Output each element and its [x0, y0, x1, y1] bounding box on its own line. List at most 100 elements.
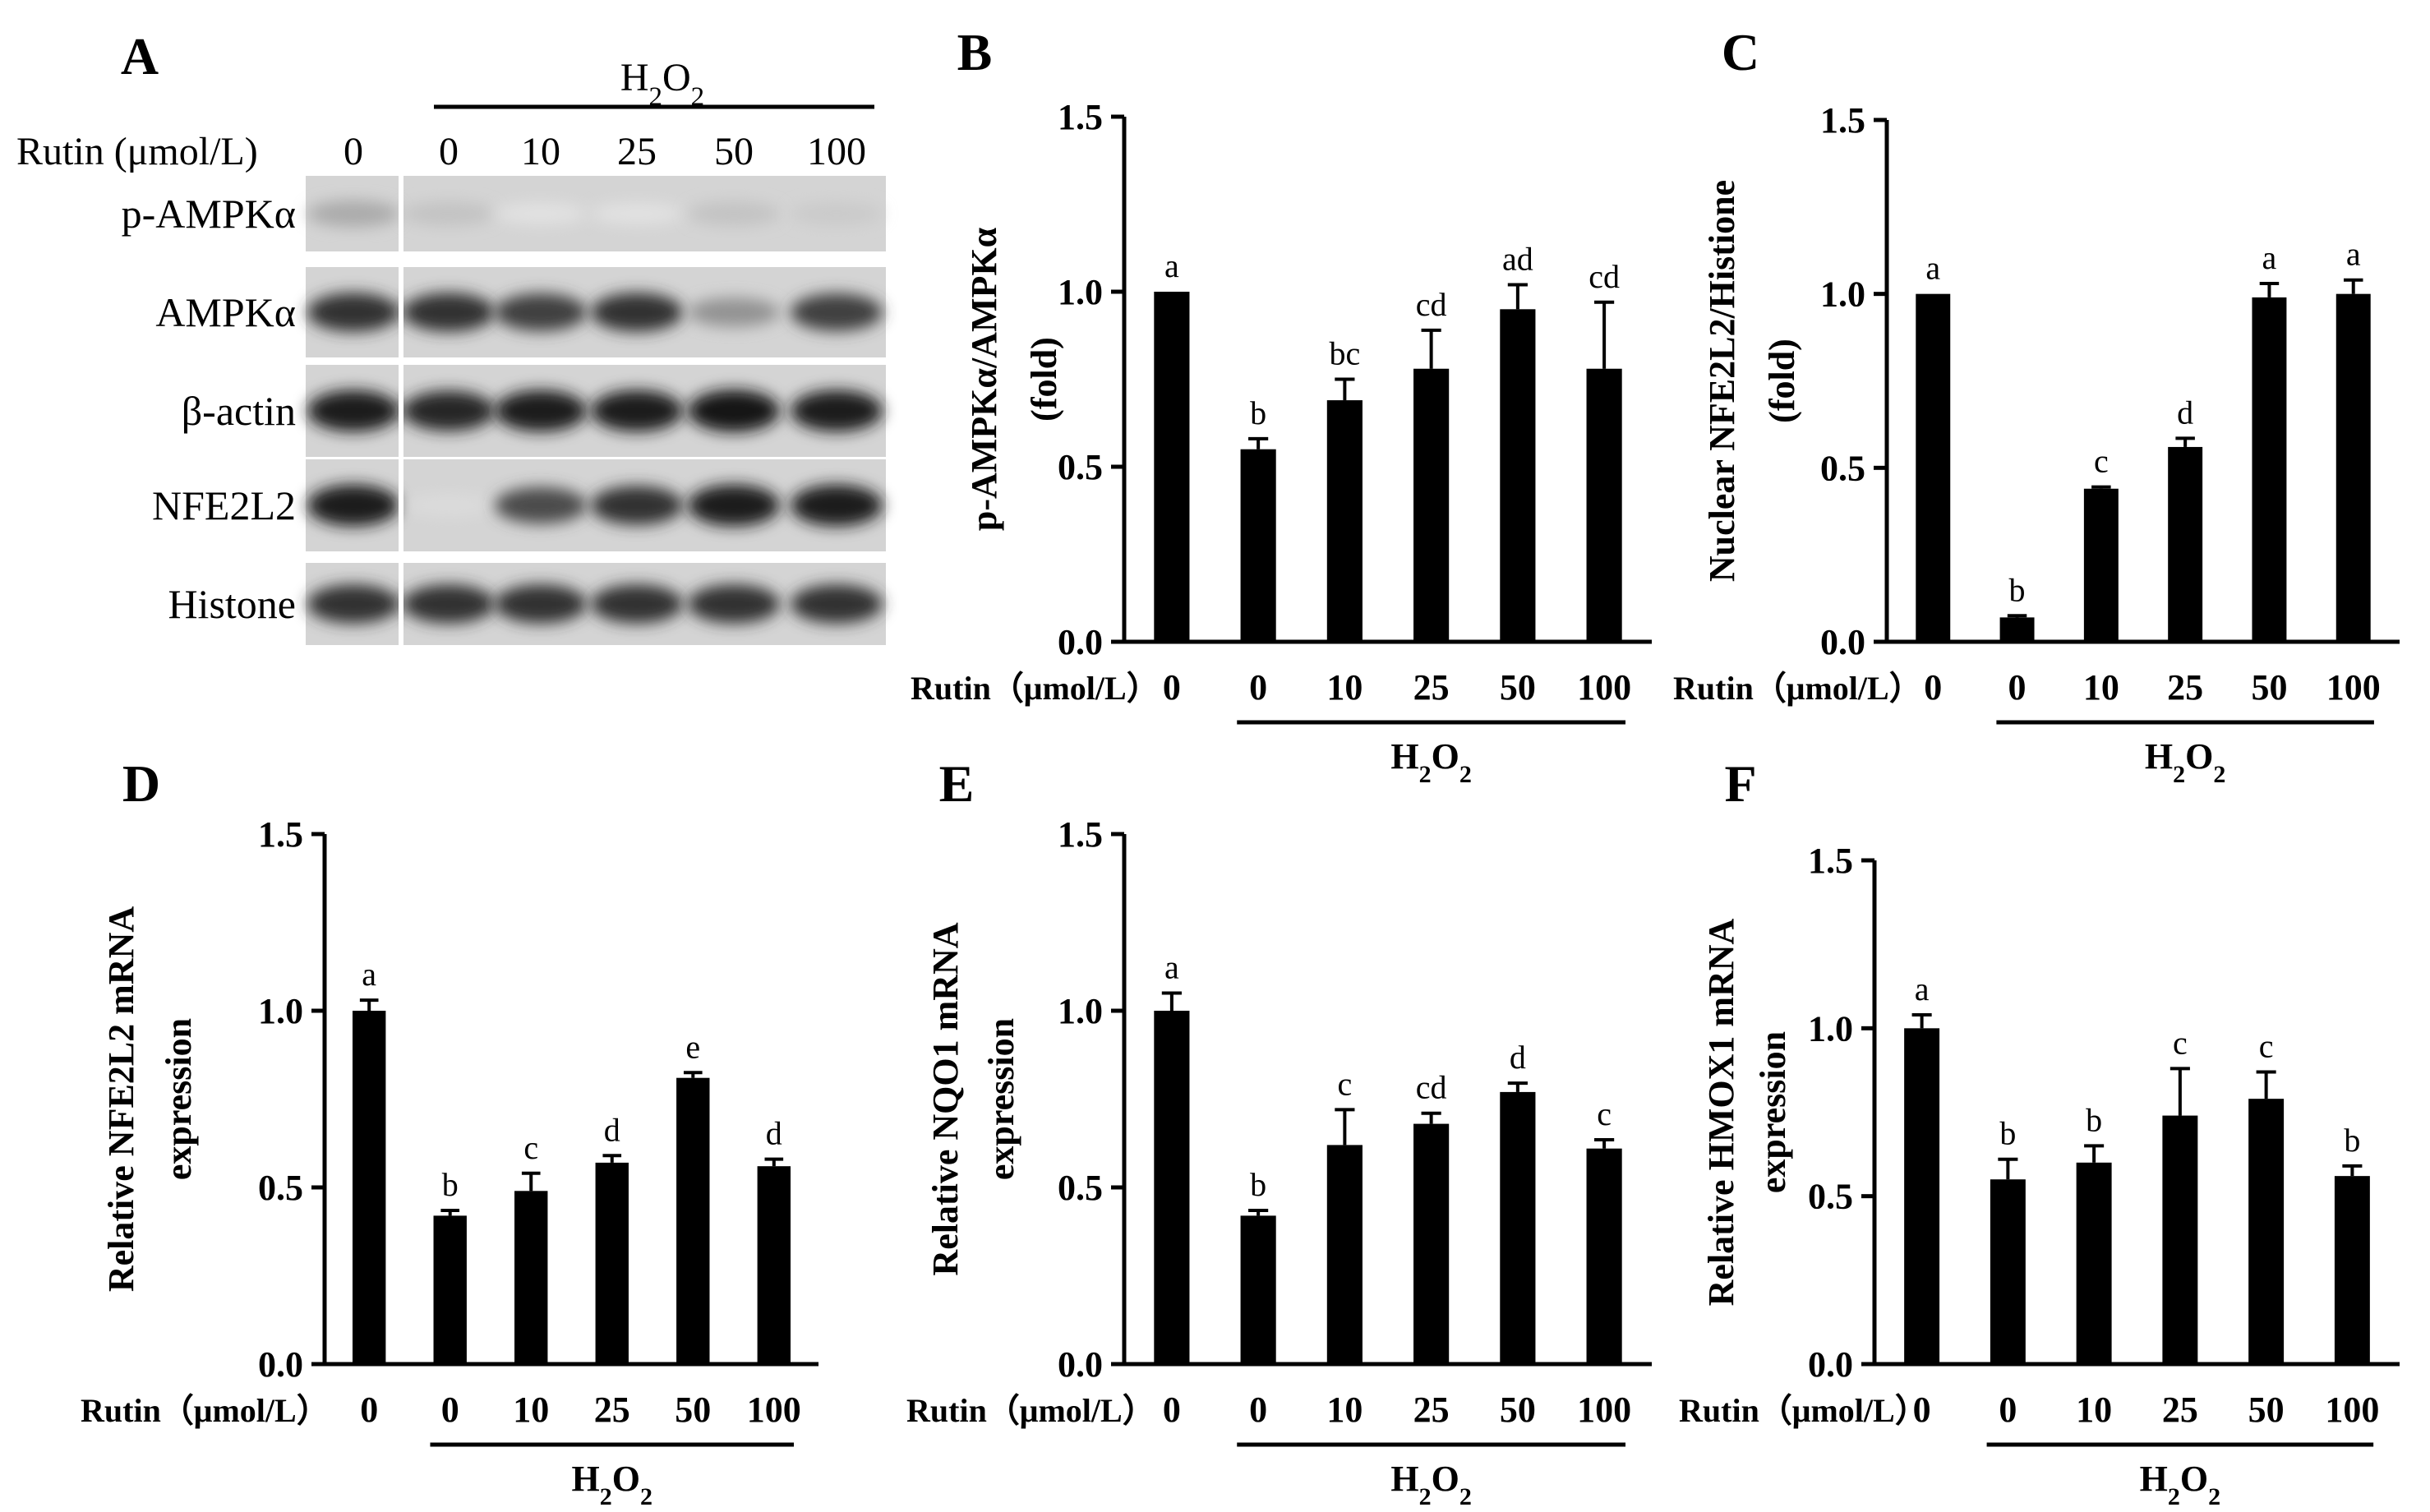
bar: [2252, 297, 2287, 642]
x-tick-label: 50: [1500, 667, 1536, 708]
significance-letter: a: [1925, 250, 1940, 287]
treatment-label: H2O2: [620, 56, 704, 112]
y-tick-label: 1.5: [1058, 814, 1103, 855]
blot-band: [495, 486, 587, 524]
y-axis-label: expression: [981, 1018, 1021, 1180]
bar: [1500, 309, 1536, 642]
significance-letter: b: [1250, 1166, 1266, 1203]
x-tick-label: 10: [2083, 667, 2119, 708]
y-tick-label: 0.0: [1808, 1344, 1853, 1385]
blot-band: [791, 293, 883, 331]
bar-chart-panels: B0.00.51.01.5p-AMPKα/AMPKα (fold)a0b0bc10…: [81, 23, 2400, 1510]
blot-band: [403, 584, 495, 624]
bar: [595, 1162, 629, 1364]
x-tick-label: 0: [2008, 667, 2027, 708]
bar: [1154, 1011, 1190, 1364]
blot-band: [403, 201, 495, 226]
blot-band: [307, 584, 399, 624]
blot-row-label: Histone: [168, 581, 296, 627]
blot-band: [591, 203, 683, 224]
blot-row-label: p-AMPKα: [122, 191, 296, 237]
blot-band: [791, 390, 883, 432]
y-tick-label: 0.5: [1808, 1177, 1853, 1217]
y-tick-label: 1.0: [1808, 1008, 1853, 1049]
x-axis-label: Rutin（μmol/L）: [906, 1392, 1155, 1429]
blot-row-label: NFE2L2: [152, 482, 296, 528]
y-axis-label: Relative NFE2L2 mRNA: [101, 906, 141, 1292]
bar: [1904, 1028, 1940, 1364]
y-tick-label: 0.5: [1820, 448, 1865, 488]
x-axis-label: Rutin（μmol/L）: [1673, 670, 1922, 707]
y-tick-label: 1.5: [258, 814, 303, 855]
blot-row-label: β-actin: [182, 388, 296, 434]
bar: [1586, 368, 1622, 642]
significance-letter: a: [1164, 247, 1179, 284]
significance-letter: b: [1250, 394, 1266, 431]
x-tick-label: 0: [1163, 667, 1181, 708]
lane-label: 0: [344, 130, 363, 173]
blot-band: [403, 494, 495, 517]
bar: [2168, 446, 2203, 642]
bar: [1413, 1123, 1450, 1364]
x-tick-label: 10: [1326, 667, 1363, 708]
y-tick-label: 1.5: [1058, 97, 1103, 137]
lane-label: 100: [807, 130, 866, 173]
rutin-label: Rutin (μmol/L): [16, 130, 258, 173]
x-tick-label: 25: [2167, 667, 2203, 708]
x-tick-label: 100: [1577, 667, 1631, 708]
bar: [1999, 617, 2035, 642]
x-tick-label: 25: [2162, 1390, 2198, 1430]
bar: [1413, 368, 1450, 642]
x-tick-label: 100: [1577, 1390, 1631, 1430]
bar: [2083, 488, 2119, 642]
x-tick-label: 0: [1249, 667, 1267, 708]
significance-letter: a: [2262, 239, 2277, 276]
blot-band: [688, 297, 780, 327]
treatment-label: H2O2: [572, 1459, 652, 1510]
y-axis-label: (fold): [1024, 337, 1064, 422]
x-tick-label: 100: [2326, 667, 2381, 708]
blot-band: [688, 584, 780, 624]
x-tick-label: 0: [1163, 1390, 1181, 1430]
bar: [1240, 449, 1276, 642]
y-axis-label: p-AMPKα/AMPKα: [964, 227, 1004, 531]
x-tick-label: 100: [747, 1390, 801, 1430]
significance-letter: cd: [1416, 1069, 1447, 1106]
bar: [2248, 1099, 2285, 1364]
significance-letter: bc: [1329, 335, 1360, 372]
bar: [757, 1166, 791, 1364]
x-tick-label: 50: [1500, 1390, 1536, 1430]
y-tick-label: 1.0: [1058, 272, 1103, 312]
y-tick-label: 0.5: [258, 1168, 303, 1208]
x-tick-label: 0: [441, 1390, 459, 1430]
significance-letter: b: [442, 1166, 459, 1203]
blot-band: [688, 390, 780, 432]
blot-row-label: AMPKα: [155, 289, 296, 335]
x-axis-label: Rutin（μmol/L）: [1679, 1392, 1928, 1429]
y-axis-label: Relative HMOX1 mRNA: [1701, 918, 1741, 1306]
blot-band: [495, 390, 587, 432]
bar: [2162, 1115, 2198, 1364]
chart-panel-E: E 0.0 0.5 1.0 1.5 Relative NQO1 mRNA expressio…: [906, 754, 1652, 1510]
blot-band: [307, 293, 399, 332]
y-tick-label: 1.0: [1820, 274, 1865, 315]
bar: [2334, 1176, 2370, 1364]
x-tick-label: 25: [1413, 1390, 1450, 1430]
y-axis-label: Relative NQO1 mRNA: [925, 922, 966, 1275]
western-blot-panel: A H2O2 Rutin (μmol/L) 0 0 10 25 50 100 p-AMPKα AMP…: [16, 27, 886, 649]
significance-letter: b: [2344, 1122, 2360, 1159]
x-tick-label: 10: [2076, 1390, 2112, 1430]
x-tick-label: 50: [2248, 1390, 2285, 1430]
bar: [352, 1011, 386, 1364]
y-tick-label: 0.5: [1058, 447, 1103, 487]
significance-letter: c: [1337, 1065, 1352, 1102]
x-tick-label: 25: [594, 1390, 630, 1430]
chart-panel-D: D 0.0 0.5 1.0 1.5 Relative NFE2L2 mRNA express…: [81, 754, 818, 1510]
panel-letter: D: [122, 754, 160, 813]
panel-letter: E: [939, 754, 975, 813]
significance-letter: c: [523, 1129, 538, 1166]
significance-letter: cd: [1588, 258, 1620, 295]
chart-panel-C: C 0.0 0.5 1.0 1.5 Nuclear NFE2L2/Histione (fol…: [1673, 23, 2400, 788]
x-tick-label: 50: [2251, 667, 2287, 708]
bar: [1326, 1145, 1363, 1364]
